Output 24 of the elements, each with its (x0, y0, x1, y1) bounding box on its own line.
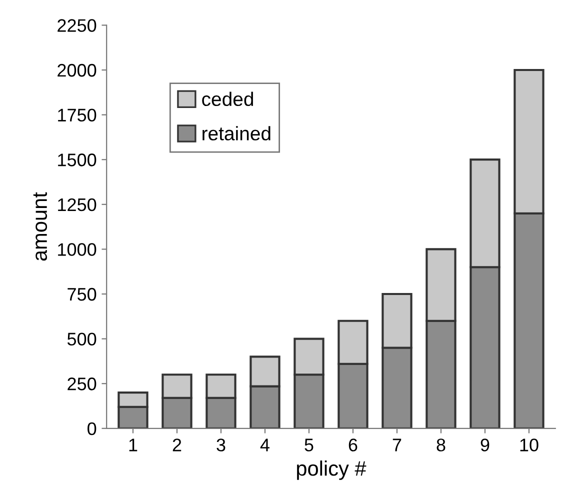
x-tick-label: 9 (480, 438, 490, 452)
y-tick-label: 500 (67, 332, 96, 346)
x-tick-label: 8 (436, 438, 446, 452)
y-tick-label: 2250 (58, 19, 96, 32)
x-tick-label: 6 (348, 438, 358, 452)
y-tick-label: 0 (88, 422, 96, 436)
x-tick-label: 5 (304, 438, 314, 452)
legend-label: ceded (202, 92, 254, 106)
y-tick-label: 1250 (58, 198, 96, 212)
y-tick-label: 250 (68, 378, 96, 390)
x-tick-label: 7 (392, 438, 402, 452)
x-tick-label: 2 (172, 438, 182, 452)
x-tick-label: 1 (129, 438, 138, 452)
y-axis-title: amount (33, 192, 48, 261)
y-tick-label: 1750 (58, 108, 96, 122)
x-tick-label: 4 (260, 438, 270, 452)
y-tick-label: 750 (68, 288, 96, 301)
x-tick-label: 10 (520, 438, 538, 452)
x-tick-label: 3 (216, 438, 226, 452)
legend-label: retained (202, 126, 270, 140)
y-tick-label: 2000 (58, 64, 96, 77)
x-axis-title: policy # (297, 460, 366, 480)
y-tick-label: 1000 (58, 243, 96, 256)
y-tick-label: 1500 (58, 154, 96, 166)
